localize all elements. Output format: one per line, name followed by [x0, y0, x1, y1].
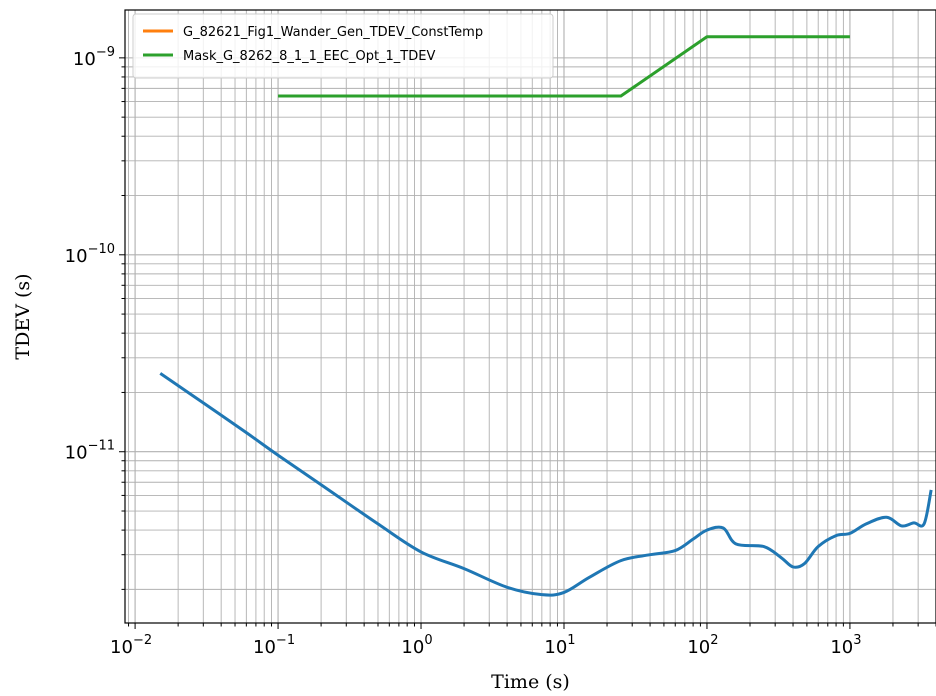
series-line-tdev	[160, 373, 931, 595]
x-axis-label: Time (s)	[491, 671, 570, 693]
y-tick-label: 10−10	[65, 242, 115, 267]
y-tick-labels: 10−11 10−10 10−9	[65, 45, 115, 464]
x-tick-label: 102	[687, 633, 718, 658]
x-tick-label: 10−1	[253, 633, 295, 658]
legend-box	[133, 14, 553, 78]
x-tick-label: 10−2	[110, 633, 152, 658]
x-tick-label: 101	[544, 633, 575, 658]
y-tick-label: 10−9	[73, 45, 115, 70]
x-tick-label: 103	[830, 633, 861, 658]
grid	[125, 10, 936, 623]
legend-label: Mask_G_8262_8_1_1_EEC_Opt_1_TDEV	[183, 49, 435, 64]
x-tick-label: 100	[401, 633, 432, 658]
ticks	[119, 58, 936, 629]
x-tick-labels: 10−2 10−1 100 101 102 103	[110, 633, 861, 658]
y-axis-label: TDEV (s)	[12, 273, 34, 359]
legend-label: G_82621_Fig1_Wander_Gen_TDEV_ConstTemp	[183, 25, 483, 40]
legend: G_82621_Fig1_Wander_Gen_TDEV_ConstTemp Ma…	[133, 14, 553, 78]
y-tick-label: 10−11	[65, 439, 115, 464]
